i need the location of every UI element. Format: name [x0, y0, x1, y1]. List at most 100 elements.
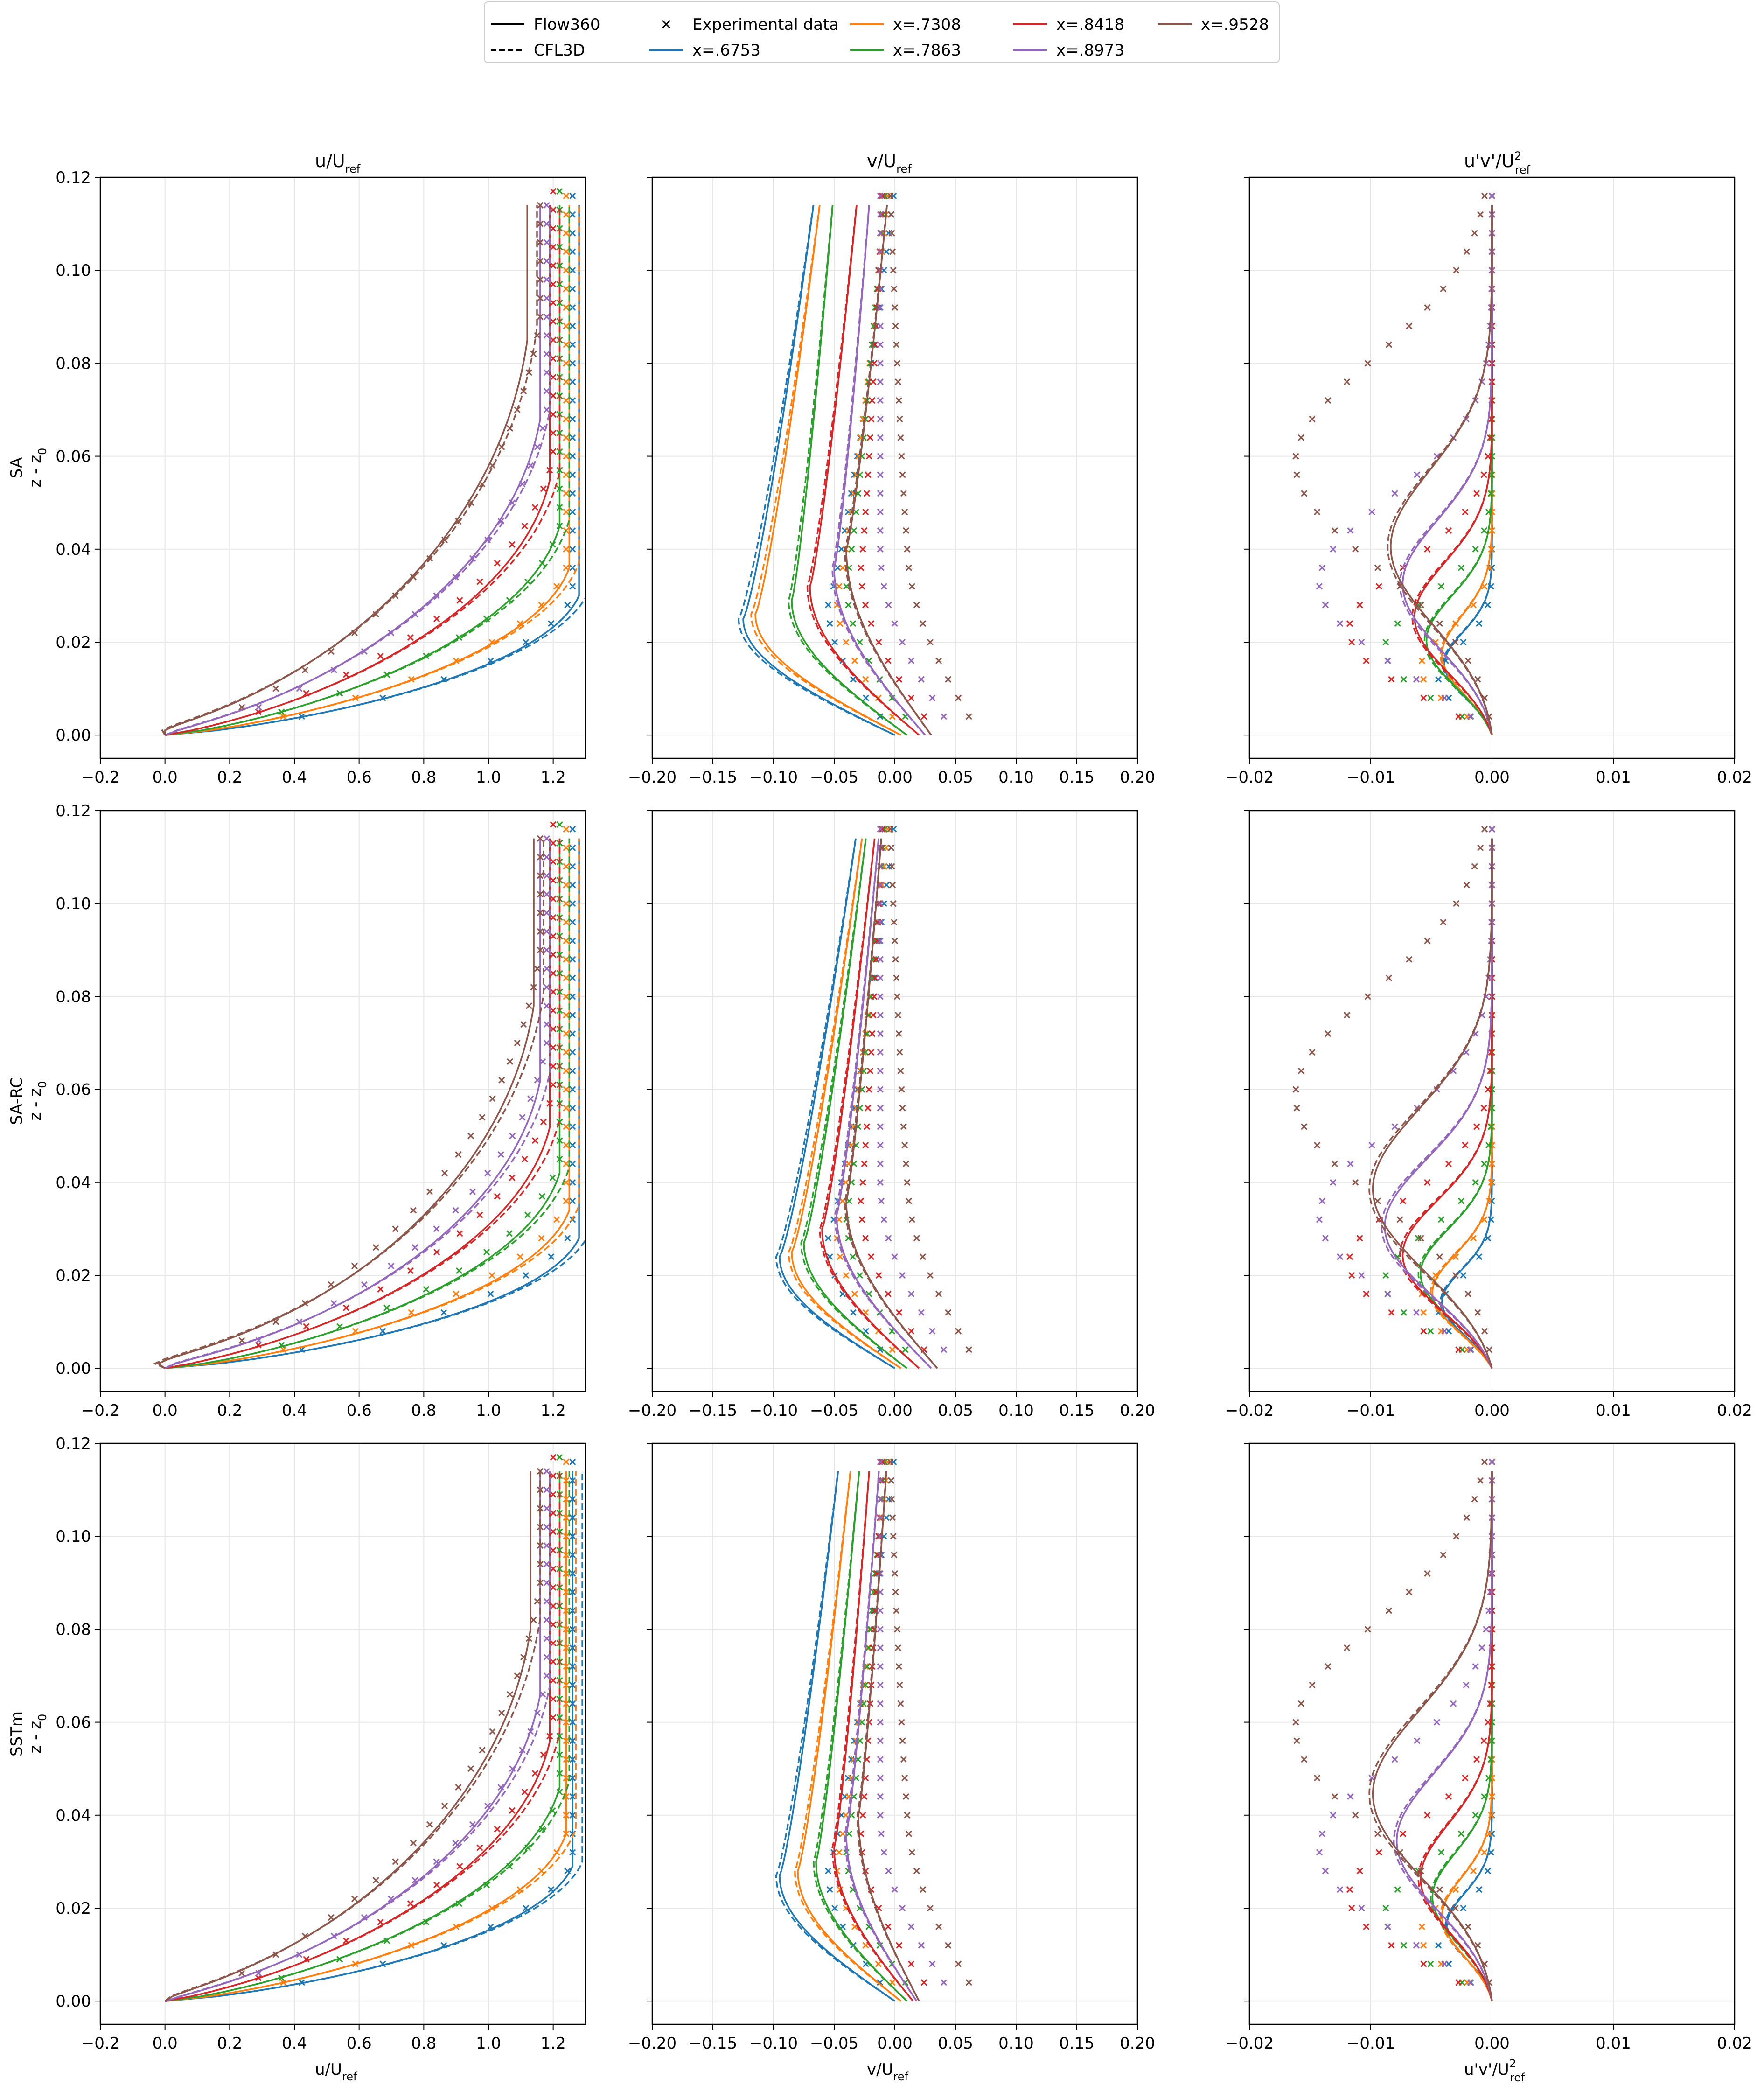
flow360-line	[165, 1471, 567, 2002]
experimental-point	[361, 1914, 368, 1921]
experimental-point	[538, 1235, 545, 1242]
experimental-point	[1485, 509, 1492, 516]
experimental-point	[538, 1826, 546, 1833]
experimental-point	[1481, 1216, 1488, 1223]
model-label: SA-RC	[7, 1077, 26, 1125]
experimental-point	[377, 652, 384, 659]
experimental-point	[543, 891, 550, 898]
flow360-line	[1441, 205, 1493, 735]
experimental-point	[563, 1197, 570, 1204]
x-tick-label: 0.01	[1596, 1401, 1631, 1420]
experimental-point	[506, 1058, 514, 1065]
experimental-point	[433, 1858, 440, 1865]
experimental-point	[543, 1021, 550, 1028]
model-label: SSTm	[7, 1711, 26, 1756]
experimental-point	[483, 1882, 490, 1889]
experimental-point	[556, 262, 563, 269]
x-tick-label: 0.10	[998, 1401, 1034, 1420]
experimental-point	[569, 1067, 576, 1074]
experimental-point	[539, 1058, 546, 1065]
experimental-point	[1368, 1142, 1375, 1149]
experimental-point	[550, 858, 557, 865]
experimental-point	[888, 694, 896, 701]
experimental-point	[563, 509, 570, 516]
experimental-point	[1488, 1793, 1495, 1800]
cfl3d-line	[1387, 205, 1493, 735]
experimental-point	[908, 583, 915, 590]
experimental-point	[1440, 285, 1447, 293]
experimental-point	[441, 1802, 448, 1809]
experimental-point	[563, 1830, 570, 1837]
experimental-point	[877, 1681, 884, 1688]
experimental-point	[456, 1863, 463, 1870]
experimental-point	[1488, 1681, 1495, 1688]
experimental-point	[1292, 453, 1299, 460]
x-tick-label: −0.02	[1225, 1401, 1274, 1420]
cfl3d-line	[806, 205, 920, 736]
experimental-point	[896, 1942, 903, 1949]
experimental-point	[877, 434, 884, 441]
experimental-point	[433, 592, 440, 599]
experimental-point	[298, 713, 305, 720]
experimental-point	[328, 648, 335, 655]
experimental-point	[877, 900, 884, 907]
experimental-point	[569, 304, 576, 311]
experimental-point	[1358, 1904, 1365, 1912]
experimental-point	[1427, 1960, 1434, 1967]
x-tick-label: 0.4	[282, 2034, 307, 2053]
cfl3d-line	[165, 838, 571, 1369]
experimental-point	[569, 1570, 576, 1577]
experimental-point	[908, 1849, 915, 1856]
experimental-point	[569, 583, 576, 590]
experimental-point	[546, 1100, 553, 1107]
x-tick-label: 0.8	[411, 768, 436, 787]
experimental-point	[498, 443, 505, 450]
experimental-point	[479, 481, 486, 488]
experimental-point	[872, 1570, 879, 1577]
flow360-line	[1441, 838, 1493, 1369]
experimental-point	[1331, 527, 1338, 534]
experimental-point	[563, 415, 570, 422]
experimental-point	[550, 262, 557, 269]
experimental-point	[850, 620, 857, 627]
series-group	[775, 826, 972, 1369]
experimental-point	[887, 844, 894, 851]
experimental-point	[859, 546, 866, 553]
series-group	[153, 821, 586, 1369]
experimental-point	[497, 1784, 504, 1791]
experimental-point	[1460, 638, 1467, 646]
experimental-point	[1463, 1514, 1470, 1521]
flow360-line	[803, 838, 908, 1369]
experimental-point	[1457, 564, 1465, 571]
experimental-point	[1476, 1253, 1483, 1260]
experimental-point	[896, 676, 903, 683]
experimental-point	[894, 1644, 901, 1651]
experimental-point	[556, 244, 563, 251]
experimental-point	[537, 946, 544, 953]
experimental-point	[537, 294, 544, 302]
cfl3d-line	[750, 205, 901, 736]
experimental-point	[865, 1105, 872, 1112]
experimental-point	[902, 1793, 910, 1800]
x-tick-label: 0.00	[1474, 1401, 1510, 1420]
axes-frame	[99, 810, 586, 1392]
experimental-point	[1363, 1290, 1370, 1297]
y-tick-label: 0.06	[56, 448, 91, 466]
experimental-point	[913, 1868, 920, 1875]
x-tick-label: −0.2	[81, 2034, 120, 2053]
experimental-point	[1301, 1756, 1308, 1763]
model-label: SA	[7, 457, 26, 478]
experimental-point	[878, 1477, 885, 1484]
experimental-point	[877, 471, 884, 478]
cfl3d-line	[165, 205, 561, 736]
x-tick-label: 0.0	[153, 1401, 178, 1420]
experimental-point	[1316, 583, 1323, 590]
experimental-point	[891, 285, 898, 293]
experimental-point	[1453, 267, 1460, 274]
experimental-point	[1424, 1179, 1431, 1186]
x-tick-label: −0.20	[628, 768, 676, 787]
experimental-point	[550, 1026, 557, 1033]
experimental-point	[1415, 1235, 1422, 1242]
x-tick-label: 0.8	[411, 1401, 436, 1420]
experimental-point	[569, 509, 576, 516]
